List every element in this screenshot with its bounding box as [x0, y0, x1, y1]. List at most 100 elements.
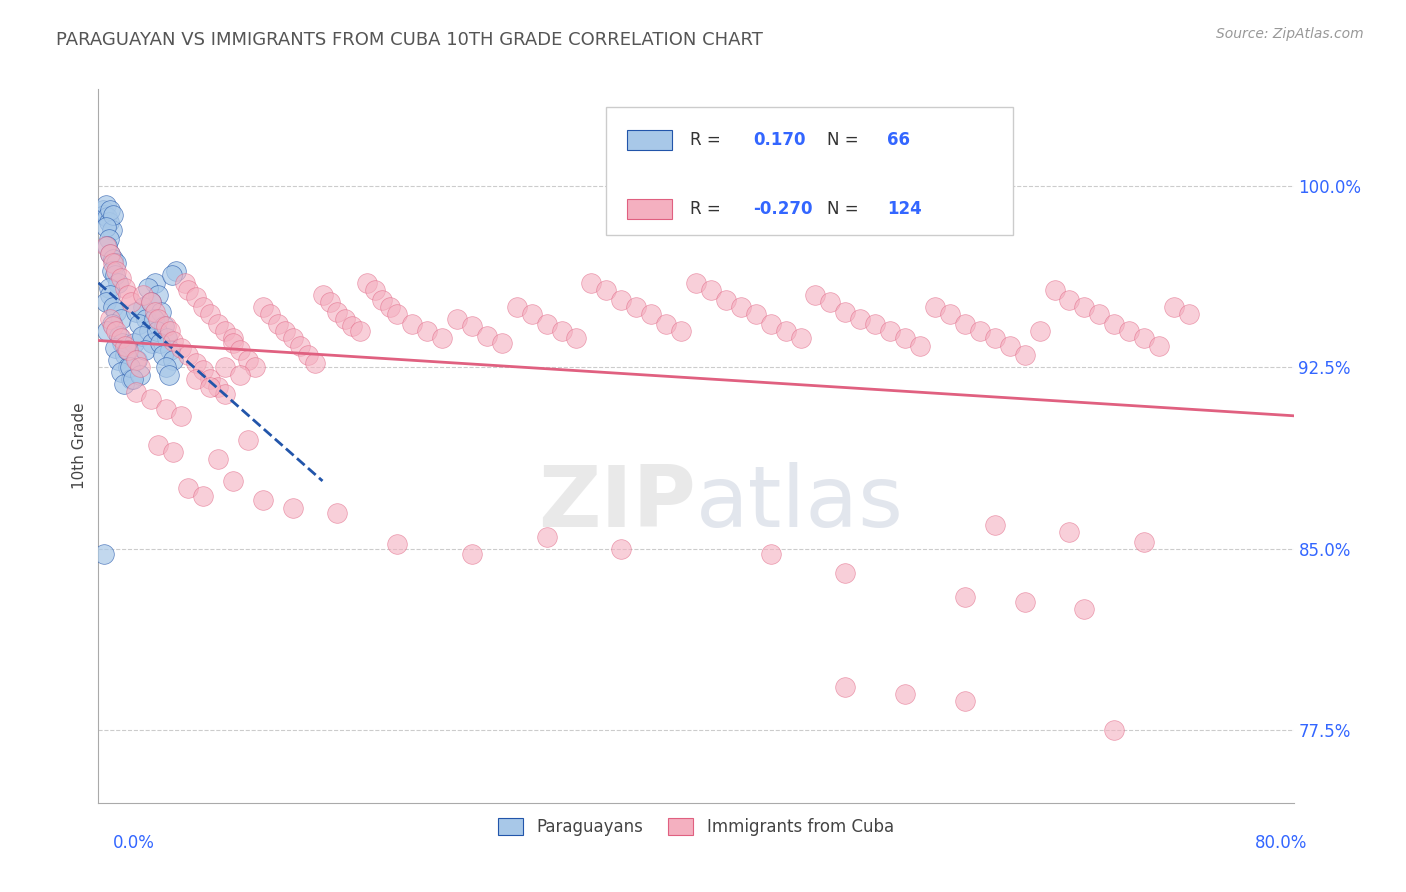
Point	[536, 317, 558, 331]
Point	[191, 363, 214, 377]
Point	[536, 530, 558, 544]
Point	[101, 222, 124, 236]
Point	[125, 384, 148, 399]
Point	[207, 380, 229, 394]
Point	[125, 353, 148, 368]
FancyBboxPatch shape	[627, 130, 672, 150]
Point	[311, 288, 333, 302]
Point	[94, 198, 117, 212]
Point	[222, 331, 245, 345]
Point	[200, 372, 222, 386]
Point	[132, 300, 155, 314]
Point	[200, 380, 222, 394]
Point	[150, 304, 173, 318]
Text: Source: ZipAtlas.com: Source: ZipAtlas.com	[1216, 27, 1364, 41]
Point	[98, 246, 122, 260]
Point	[984, 517, 1007, 532]
Point	[610, 541, 633, 556]
Point	[759, 547, 782, 561]
Point	[127, 353, 149, 368]
Point	[969, 324, 991, 338]
Point	[1043, 283, 1066, 297]
Point	[155, 401, 177, 416]
Point	[162, 334, 184, 348]
Point	[97, 280, 120, 294]
Point	[342, 319, 364, 334]
Point	[156, 331, 179, 345]
Point	[139, 392, 162, 406]
Point	[103, 208, 125, 222]
Point	[267, 317, 290, 331]
Point	[461, 319, 484, 334]
Point	[159, 343, 181, 358]
Point	[97, 232, 120, 246]
Point	[520, 307, 543, 321]
Point	[96, 324, 118, 338]
Point	[96, 239, 118, 253]
Point	[132, 288, 155, 302]
Point	[143, 276, 166, 290]
Point	[759, 317, 782, 331]
Point	[1014, 348, 1036, 362]
Point	[865, 317, 887, 331]
Point	[134, 343, 156, 358]
Point	[1014, 595, 1036, 609]
Point	[229, 368, 252, 382]
Point	[94, 295, 117, 310]
Point	[117, 343, 139, 358]
Point	[98, 203, 122, 218]
Point	[610, 293, 633, 307]
Point	[714, 293, 737, 307]
Point	[120, 372, 142, 386]
Point	[685, 276, 707, 290]
Point	[461, 547, 484, 561]
Point	[152, 348, 174, 362]
Text: N =: N =	[827, 200, 865, 218]
Point	[834, 680, 856, 694]
Point	[105, 263, 128, 277]
Point	[104, 268, 127, 283]
Point	[236, 353, 259, 368]
Point	[169, 341, 191, 355]
Point	[129, 360, 152, 375]
Point	[128, 317, 150, 331]
Point	[91, 203, 114, 218]
Point	[775, 324, 797, 338]
Point	[1059, 293, 1081, 307]
Point	[184, 290, 207, 304]
Point	[364, 283, 387, 297]
Text: 0.170: 0.170	[754, 131, 806, 149]
Point	[148, 312, 170, 326]
Point	[222, 336, 245, 351]
Point	[184, 355, 207, 369]
Point	[1088, 307, 1111, 321]
Point	[581, 276, 603, 290]
Point	[820, 295, 842, 310]
Point	[281, 331, 304, 345]
Point	[121, 372, 143, 386]
Point	[730, 300, 752, 314]
Text: PARAGUAYAN VS IMMIGRANTS FROM CUBA 10TH GRADE CORRELATION CHART: PARAGUAYAN VS IMMIGRANTS FROM CUBA 10TH …	[56, 31, 763, 49]
Point	[94, 220, 117, 235]
Point	[159, 324, 181, 338]
Point	[93, 547, 115, 561]
Point	[259, 307, 281, 321]
Point	[96, 211, 118, 225]
Point	[939, 307, 962, 321]
Point	[998, 338, 1021, 352]
Point	[103, 256, 125, 270]
Point	[117, 360, 139, 375]
Point	[169, 409, 191, 423]
Point	[191, 489, 214, 503]
Point	[1178, 307, 1201, 321]
Point	[114, 338, 136, 352]
Point	[155, 319, 177, 334]
Point	[416, 324, 439, 338]
Point	[236, 433, 259, 447]
Point	[385, 307, 409, 321]
Point	[138, 324, 160, 338]
Text: 80.0%: 80.0%	[1256, 834, 1308, 852]
Point	[1104, 723, 1126, 738]
Point	[112, 377, 135, 392]
Point	[97, 215, 120, 229]
